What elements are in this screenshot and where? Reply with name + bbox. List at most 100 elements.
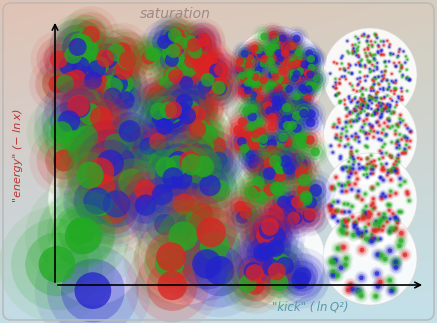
Point: [336, 91, 343, 96]
Point: [179, 108, 186, 113]
Point: [359, 234, 366, 239]
Point: [364, 102, 371, 107]
Point: [381, 73, 388, 78]
Point: [378, 108, 385, 113]
Point: [356, 216, 363, 222]
Point: [109, 94, 116, 99]
Point: [351, 225, 358, 230]
Point: [370, 77, 377, 82]
Point: [370, 68, 377, 73]
Point: [385, 202, 392, 207]
Point: [61, 158, 68, 163]
Point: [361, 99, 368, 104]
Point: [102, 56, 109, 61]
Point: [390, 51, 397, 57]
Point: [337, 154, 344, 159]
Point: [159, 192, 166, 197]
Point: [352, 108, 359, 113]
Point: [379, 191, 386, 196]
Point: [166, 112, 173, 118]
Point: [366, 95, 373, 100]
Point: [173, 163, 180, 169]
Point: [332, 93, 339, 98]
Point: [404, 89, 411, 94]
Point: [236, 143, 243, 149]
Point: [305, 214, 312, 219]
Point: [330, 84, 337, 89]
Point: [358, 64, 365, 69]
Point: [384, 117, 391, 122]
Point: [216, 188, 223, 193]
Point: [359, 165, 366, 170]
Point: [252, 74, 259, 79]
Point: [329, 273, 336, 278]
Point: [347, 155, 354, 160]
Point: [178, 39, 185, 44]
Point: [241, 51, 248, 57]
Point: [382, 106, 389, 111]
Point: [346, 209, 353, 214]
Point: [283, 117, 290, 122]
Point: [327, 143, 334, 149]
Point: [278, 143, 285, 149]
Point: [398, 89, 405, 94]
Point: [270, 83, 277, 89]
Point: [264, 228, 271, 233]
Point: [203, 261, 210, 266]
Point: [395, 152, 402, 158]
Point: [267, 224, 274, 229]
Point: [271, 35, 277, 40]
Point: [375, 74, 382, 79]
Point: [397, 176, 404, 181]
Point: [257, 159, 264, 164]
Point: [392, 86, 399, 91]
Point: [399, 118, 406, 123]
Point: [256, 96, 263, 101]
Point: [327, 71, 334, 76]
Point: [378, 111, 385, 117]
Point: [370, 196, 377, 201]
Point: [377, 279, 384, 285]
Point: [398, 64, 405, 69]
Point: [395, 152, 402, 158]
Point: [283, 105, 290, 110]
Point: [344, 49, 351, 54]
Point: [339, 53, 346, 58]
Point: [259, 55, 266, 60]
Point: [247, 78, 254, 84]
Point: [111, 208, 118, 213]
Point: [362, 192, 369, 197]
Point: [380, 167, 387, 172]
Point: [260, 109, 267, 114]
Point: [343, 165, 350, 170]
Point: [252, 131, 259, 136]
Point: [334, 92, 341, 97]
Point: [277, 56, 284, 61]
Point: [157, 145, 164, 150]
Point: [207, 183, 214, 188]
Point: [248, 53, 255, 58]
Point: [398, 89, 405, 94]
Point: [364, 38, 371, 44]
Point: [274, 93, 281, 99]
Point: [341, 218, 348, 223]
Point: [377, 219, 384, 224]
Point: [242, 52, 249, 57]
Point: [326, 203, 333, 209]
Point: [358, 275, 365, 280]
Point: [255, 68, 262, 73]
Point: [358, 102, 365, 107]
Point: [251, 81, 258, 87]
Point: [333, 86, 340, 91]
Point: [273, 145, 280, 150]
Point: [378, 69, 385, 75]
Point: [267, 109, 274, 114]
Point: [199, 153, 206, 158]
Point: [347, 165, 354, 170]
Point: [401, 134, 408, 139]
Point: [119, 49, 126, 54]
Circle shape: [323, 28, 417, 122]
Point: [385, 81, 392, 87]
Point: [352, 42, 359, 47]
Point: [327, 71, 334, 76]
